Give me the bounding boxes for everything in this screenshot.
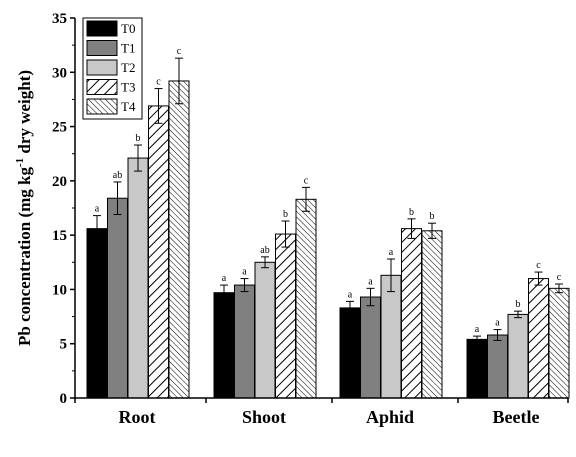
- significance-letter: a: [242, 267, 247, 278]
- significance-letter: a: [348, 289, 353, 300]
- significance-letter: a: [368, 276, 373, 287]
- bar-T3-Shoot: [275, 233, 296, 399]
- y-tick-label: 10: [52, 282, 67, 298]
- legend-label-T2: T2: [121, 60, 135, 75]
- significance-letter: c: [304, 175, 309, 186]
- bar-T3-Aphid: [401, 228, 422, 399]
- bar-T3-Root: [148, 105, 169, 399]
- legend-swatch-T1: [86, 40, 118, 56]
- bar-T1-Root: [107, 197, 128, 399]
- bar-T2-Aphid: [380, 274, 402, 399]
- y-tick-label: 25: [52, 120, 67, 136]
- x-category-label: Root: [119, 407, 156, 427]
- significance-letter: b: [136, 133, 141, 144]
- legend-swatch-T3: [86, 79, 118, 95]
- bar-T4-Shoot: [295, 198, 317, 399]
- bar-T4-Beetle: [548, 287, 570, 399]
- significance-letter: ab: [113, 170, 122, 181]
- bar-T0-Root: [86, 228, 108, 399]
- significance-letter: b: [283, 209, 288, 220]
- error-bars-group: [93, 57, 563, 344]
- significance-letter: a: [389, 247, 394, 258]
- significance-letter: a: [475, 324, 480, 335]
- legend-label-T1: T1: [121, 41, 135, 56]
- legend-swatch-T0: [86, 20, 118, 37]
- bar-T0-Aphid: [339, 307, 361, 399]
- x-category-label: Aphid: [366, 407, 414, 427]
- x-category-label: Shoot: [242, 407, 286, 427]
- x-category-label: Beetle: [493, 407, 540, 427]
- y-tick-label: 5: [60, 337, 68, 353]
- legend: T0 T1 T2 T3 T4: [82, 17, 143, 120]
- significance-letter: a: [95, 204, 100, 215]
- significance-letter: c: [177, 46, 182, 57]
- bar-T1-Shoot: [234, 284, 255, 399]
- y-tick-label: 35: [52, 11, 67, 27]
- y-tick-label: 30: [52, 65, 67, 81]
- legend-swatch-T2: [86, 59, 118, 76]
- y-axis-label: Pb concentration (mg kg-1 dry weight): [14, 70, 34, 346]
- significance-letter: c: [536, 260, 541, 271]
- bar-T0-Shoot: [213, 292, 235, 399]
- x-ticks-group: Root Shoot Aphid Beetle: [74, 398, 569, 427]
- y-tick-label: 15: [52, 228, 67, 244]
- bars-group: [86, 80, 570, 399]
- legend-label-T3: T3: [121, 80, 135, 95]
- bar-T4-Root: [168, 80, 190, 399]
- legend-label-T0: T0: [121, 21, 135, 36]
- significance-letter: ab: [260, 245, 269, 256]
- significance-letter: b: [516, 299, 521, 310]
- significance-letter: a: [495, 318, 500, 329]
- bar-T0-Beetle: [466, 338, 488, 399]
- bar-T2-Root: [127, 157, 149, 399]
- significance-letter: b: [409, 207, 414, 218]
- bar-T1-Aphid: [360, 296, 381, 399]
- significance-letter: c: [557, 272, 562, 283]
- bar-T3-Beetle: [528, 278, 549, 399]
- legend-label-T4: T4: [121, 99, 136, 114]
- legend-swatch-T4: [86, 98, 118, 115]
- significance-letter: a: [222, 273, 227, 284]
- bar-T2-Shoot: [254, 261, 276, 399]
- bar-T1-Beetle: [487, 334, 508, 399]
- y-tick-label: 0: [60, 391, 68, 407]
- significance-letter: c: [156, 77, 161, 88]
- y-ticks-group: 0 5 10 15 20 25 30 35: [52, 11, 75, 407]
- significance-letter: b: [430, 211, 435, 222]
- bar-T2-Beetle: [507, 313, 529, 399]
- y-tick-label: 20: [52, 174, 67, 190]
- bar-T4-Aphid: [421, 230, 443, 399]
